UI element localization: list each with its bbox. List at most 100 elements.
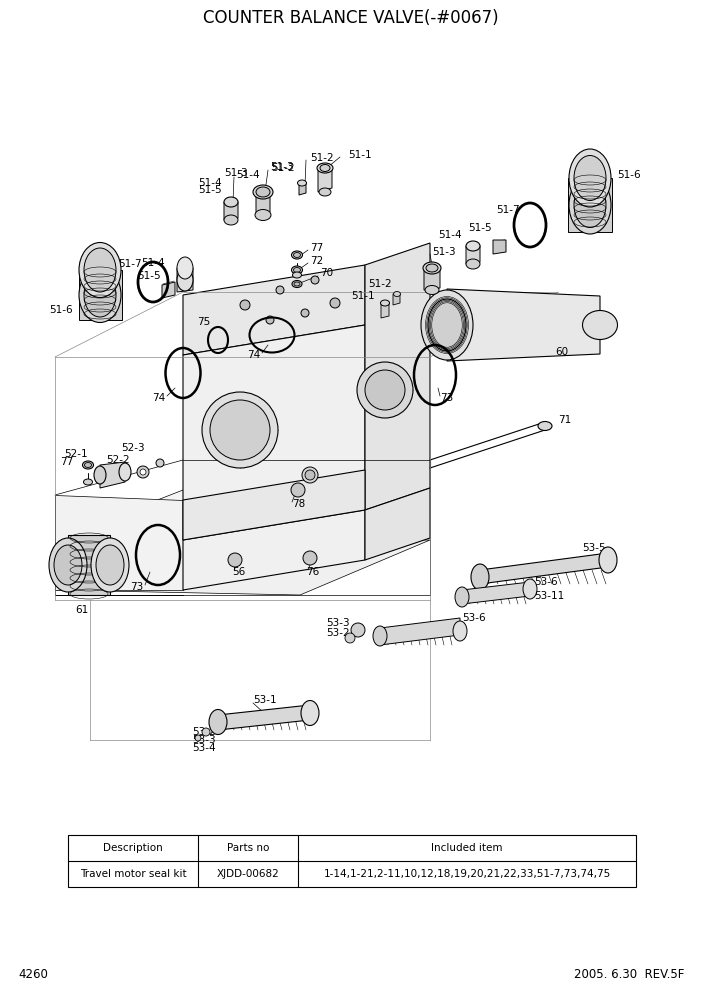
Ellipse shape: [49, 538, 87, 592]
Text: 73: 73: [440, 393, 453, 403]
Text: 51-3: 51-3: [270, 162, 293, 172]
Ellipse shape: [94, 466, 106, 484]
Text: 51-2: 51-2: [272, 163, 295, 173]
Text: 51-2: 51-2: [310, 153, 333, 163]
Ellipse shape: [569, 176, 611, 234]
Circle shape: [305, 470, 315, 480]
Text: 71: 71: [558, 415, 571, 425]
Text: 56: 56: [232, 567, 245, 577]
Text: 51-5: 51-5: [138, 271, 161, 281]
Polygon shape: [55, 490, 430, 545]
Text: 53-3: 53-3: [192, 735, 216, 745]
Text: COUNTER BALANCE VALVE(-#0067): COUNTER BALANCE VALVE(-#0067): [203, 9, 499, 27]
Circle shape: [140, 469, 146, 475]
Text: 51-4: 51-4: [141, 258, 165, 268]
Polygon shape: [393, 294, 400, 305]
Text: 52-1: 52-1: [65, 449, 88, 459]
Circle shape: [266, 316, 274, 324]
Polygon shape: [493, 240, 506, 254]
Text: 51-1: 51-1: [348, 150, 371, 160]
Ellipse shape: [421, 290, 473, 360]
Ellipse shape: [209, 709, 227, 734]
Text: 52-3: 52-3: [121, 443, 145, 453]
Text: 60: 60: [555, 347, 568, 357]
Ellipse shape: [425, 286, 439, 295]
Text: 53-6: 53-6: [462, 613, 486, 623]
Ellipse shape: [91, 538, 129, 592]
Polygon shape: [218, 705, 310, 730]
Text: 72: 72: [310, 256, 323, 266]
Text: Included item: Included item: [431, 843, 503, 853]
Circle shape: [365, 370, 405, 410]
Polygon shape: [177, 268, 193, 292]
Text: 74: 74: [246, 350, 260, 360]
Text: XJDD-00682: XJDD-00682: [217, 869, 279, 879]
Polygon shape: [79, 270, 122, 320]
Text: 74: 74: [152, 393, 165, 403]
Circle shape: [303, 551, 317, 565]
Ellipse shape: [574, 183, 606, 227]
Text: 51-5: 51-5: [468, 223, 492, 233]
Polygon shape: [318, 168, 332, 192]
Polygon shape: [365, 488, 430, 560]
Circle shape: [351, 623, 365, 637]
Ellipse shape: [224, 215, 238, 225]
Text: Travel motor seal kit: Travel motor seal kit: [80, 869, 186, 879]
Ellipse shape: [293, 272, 301, 278]
Text: 73: 73: [130, 582, 143, 592]
Text: 76: 76: [306, 567, 319, 577]
Ellipse shape: [177, 257, 193, 279]
Ellipse shape: [380, 300, 390, 306]
Ellipse shape: [301, 700, 319, 725]
Text: 78: 78: [292, 499, 305, 509]
Text: 51-4: 51-4: [236, 170, 260, 180]
Ellipse shape: [583, 310, 618, 339]
Text: 75: 75: [197, 317, 210, 327]
Ellipse shape: [79, 242, 121, 298]
Polygon shape: [365, 243, 430, 510]
Text: 61: 61: [75, 605, 88, 615]
Circle shape: [137, 466, 149, 478]
Text: 53-2: 53-2: [326, 628, 350, 638]
Polygon shape: [568, 178, 612, 232]
Text: 70: 70: [320, 268, 333, 278]
Polygon shape: [183, 510, 365, 590]
Polygon shape: [183, 265, 365, 355]
Ellipse shape: [373, 626, 387, 646]
Text: 51-3: 51-3: [225, 168, 248, 178]
Text: 53-6: 53-6: [534, 577, 557, 587]
Circle shape: [302, 467, 318, 483]
Ellipse shape: [466, 241, 480, 251]
Text: 51-7: 51-7: [119, 259, 142, 269]
Polygon shape: [224, 202, 238, 220]
Circle shape: [228, 553, 242, 567]
Ellipse shape: [317, 163, 333, 173]
Circle shape: [156, 459, 164, 467]
Circle shape: [276, 286, 284, 294]
Ellipse shape: [423, 262, 441, 274]
Ellipse shape: [119, 463, 131, 481]
Ellipse shape: [177, 269, 193, 291]
Text: 51-6: 51-6: [617, 170, 641, 180]
Text: 53-5: 53-5: [582, 543, 606, 553]
Ellipse shape: [320, 165, 330, 172]
Ellipse shape: [466, 259, 480, 269]
Text: 51-6: 51-6: [49, 305, 73, 315]
Ellipse shape: [538, 422, 552, 431]
Circle shape: [330, 298, 340, 308]
Text: 2005. 6.30  REV.5F: 2005. 6.30 REV.5F: [574, 968, 684, 981]
Circle shape: [202, 728, 210, 736]
Ellipse shape: [256, 187, 270, 197]
Text: 53-11: 53-11: [534, 591, 564, 601]
Circle shape: [240, 300, 250, 310]
Ellipse shape: [79, 268, 121, 322]
Text: 51-5: 51-5: [198, 185, 222, 195]
Text: 1-14,1-21,2-11,10,12,18,19,20,21,22,33,51-7,73,74,75: 1-14,1-21,2-11,10,12,18,19,20,21,22,33,5…: [324, 869, 611, 879]
Ellipse shape: [96, 545, 124, 585]
Ellipse shape: [293, 253, 300, 258]
Text: Description: Description: [103, 843, 163, 853]
Text: 53-1: 53-1: [253, 695, 277, 705]
Ellipse shape: [255, 209, 271, 220]
Circle shape: [195, 735, 201, 741]
Polygon shape: [447, 289, 600, 361]
